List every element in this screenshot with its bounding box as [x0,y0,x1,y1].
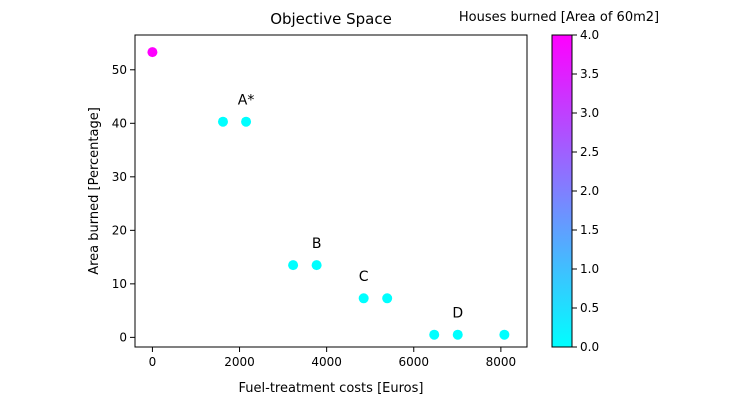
scatter-point [147,47,158,58]
x-axis: 0 2000 4000 6000 8000 [149,347,517,369]
scatter-point [358,293,369,304]
scatter-point [382,293,393,304]
scatter-point [288,260,299,271]
scatter-points [147,47,510,340]
y-tick-label: 50 [112,63,127,77]
colorbar-tick-label: 0.5 [580,301,599,315]
colorbar-gradient [551,34,573,348]
colorbar-ticks: 0.0 0.5 1.0 1.5 2.0 2.5 3.0 3.5 4.0 [572,28,599,354]
y-tick-label: 10 [112,277,127,291]
y-tick-label: 30 [112,170,127,184]
scatter-point [429,329,440,340]
colorbar-tick-label: 3.0 [580,106,599,120]
axes: 0 2000 4000 6000 8000 0 10 20 30 40 50 A* B C D Obje… [87,10,528,396]
y-tick-label: 0 [119,330,127,344]
point-annotation: B [312,236,322,252]
x-tick-label: 0 [149,355,157,369]
plot-frame [134,34,528,348]
colorbar-label: Houses burned [Area of 60m2] [459,10,659,25]
colorbar-tick-label: 1.5 [580,223,599,237]
x-tick-label: 2000 [224,355,255,369]
point-annotation: C [359,269,369,285]
scatter-point [311,260,322,271]
colorbar-tick-label: 1.0 [580,262,599,276]
y-axis: 0 10 20 30 40 50 [112,63,135,344]
x-tick-label: 8000 [486,355,517,369]
x-axis-label: Fuel-treatment costs [Euros] [239,381,424,396]
x-tick-label: 4000 [311,355,342,369]
chart-title: Objective Space [270,10,392,28]
y-axis-label: Area burned [Percentage] [87,107,102,275]
colorbar-tick-label: 3.5 [580,67,599,81]
x-tick-label: 6000 [398,355,429,369]
colorbar-tick-label: 4.0 [580,28,599,42]
colorbar-tick-label: 2.5 [580,145,599,159]
scatter-point [241,116,252,127]
colorbar-tick-label: 2.0 [580,184,599,198]
y-tick-label: 40 [112,116,127,130]
colorbar-tick-label: 0.0 [580,340,599,354]
y-tick-label: 20 [112,223,127,237]
scatter-point [217,116,228,127]
annotations: A* B C D [238,93,463,322]
scatter-point [499,329,510,340]
colorbar: 0.0 0.5 1.0 1.5 2.0 2.5 3.0 3.5 4.0 Houses burne… [459,10,659,354]
point-annotation: A* [238,93,255,109]
point-annotation: D [452,306,463,322]
scatter-point [452,329,463,340]
